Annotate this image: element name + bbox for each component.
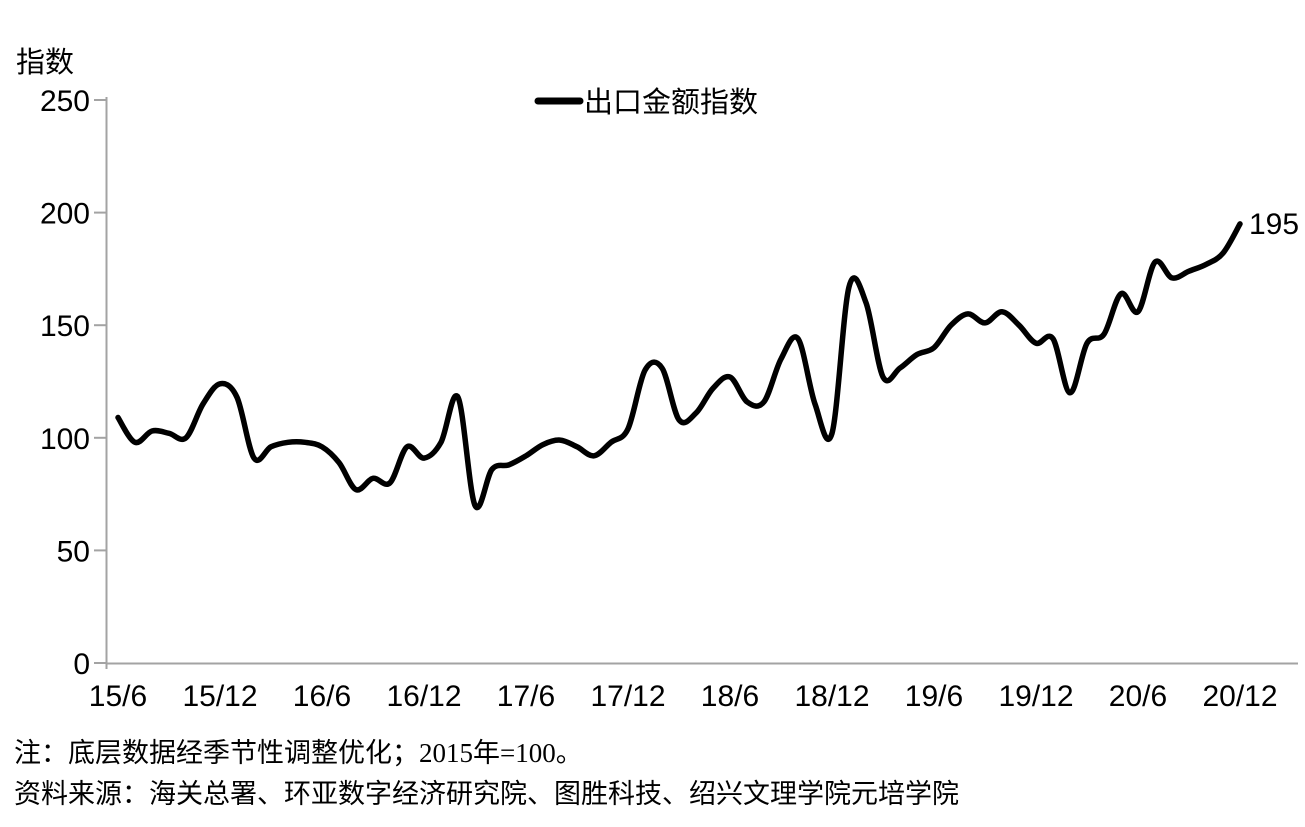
source-text: 资料来源：海关总署、环亚数字经济研究院、图胜科技、绍兴文理学院元培学院 bbox=[14, 779, 959, 809]
legend-label: 出口金额指数 bbox=[584, 86, 758, 119]
note-text: 注：底层数据经季节性调整优化；2015年=100。 bbox=[14, 738, 583, 768]
x-tick-label: 16/6 bbox=[293, 680, 351, 713]
x-tick-label: 18/12 bbox=[794, 680, 869, 713]
x-tick-label: 19/6 bbox=[905, 680, 963, 713]
x-tick-label: 15/12 bbox=[182, 680, 257, 713]
x-tick-label: 16/12 bbox=[386, 680, 461, 713]
y-tick-label: 100 bbox=[40, 423, 90, 456]
y-axis-title: 指数 bbox=[16, 46, 74, 79]
y-axis-ticks: 0 50 100 150 200 250 bbox=[40, 85, 106, 681]
x-tick-label: 20/6 bbox=[1109, 680, 1167, 713]
x-tick-label: 15/6 bbox=[89, 680, 147, 713]
y-tick-label: 200 bbox=[40, 198, 90, 231]
x-tick-label: 18/6 bbox=[701, 680, 759, 713]
x-tick-label: 17/12 bbox=[590, 680, 665, 713]
y-tick-label: 150 bbox=[40, 310, 90, 343]
y-tick-label: 250 bbox=[40, 85, 90, 118]
legend: 出口金额指数 bbox=[534, 86, 758, 119]
x-tick-label: 19/12 bbox=[998, 680, 1073, 713]
y-tick-label: 50 bbox=[57, 535, 90, 568]
series-line-export-index bbox=[115, 221, 1243, 511]
x-tick-label: 20/12 bbox=[1202, 680, 1277, 713]
end-value-label: 195 bbox=[1249, 208, 1299, 241]
x-tick-label: 17/6 bbox=[497, 680, 555, 713]
x-axis-labels: 15/6 15/12 16/6 16/12 17/6 17/12 18/6 18/12 19/6… bbox=[89, 680, 1278, 713]
y-tick-label: 0 bbox=[73, 648, 90, 681]
